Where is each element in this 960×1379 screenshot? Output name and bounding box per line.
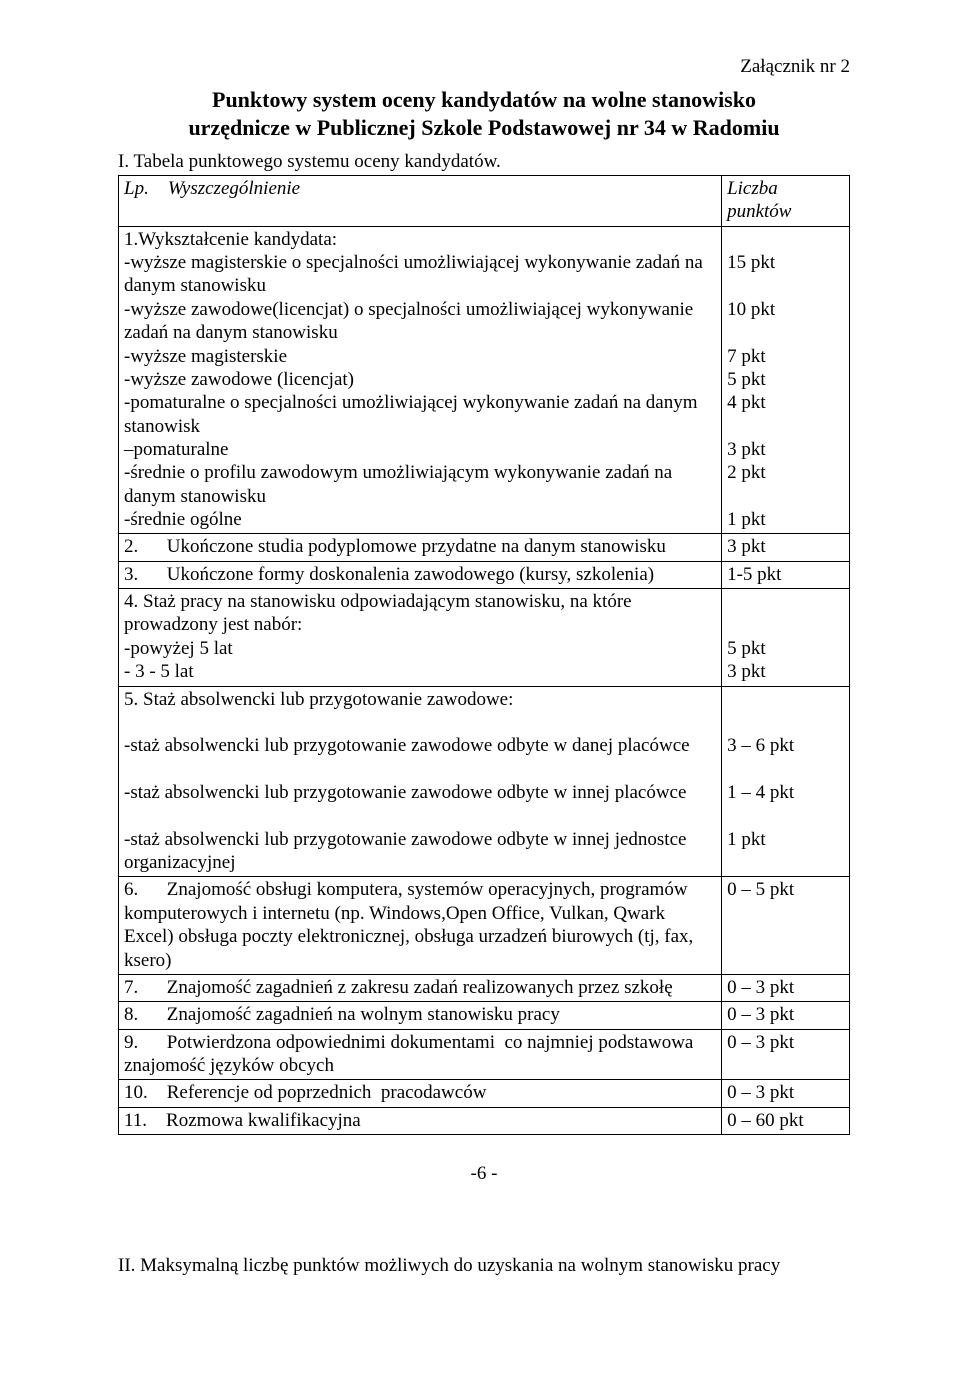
row4-pts-a: 5 pkt bbox=[727, 637, 844, 660]
document-page: Załącznik nr 2 Punktowy system oceny kan… bbox=[0, 0, 960, 1317]
section-i-header: I. Tabela punktowego systemu oceny kandy… bbox=[118, 151, 850, 173]
points-table: Lp. Wyszczególnienie Liczba punktów 1.Wy… bbox=[118, 175, 850, 1135]
table-row: 3. Ukończone formy doskonalenia zawodowe… bbox=[119, 561, 850, 588]
row4-item-b: - 3 - 5 lat bbox=[124, 660, 716, 683]
row3-points: 1-5 pkt bbox=[722, 561, 850, 588]
row1-item-g: -średnie o profilu zawodowym umożliwiają… bbox=[124, 461, 716, 508]
row8-desc: 8. Znajomość zagadnień na wolnym stanowi… bbox=[119, 1002, 722, 1029]
row5-item-b: -staż absolwencki lub przygotowanie zawo… bbox=[124, 781, 716, 804]
row5-pts-c: 1 pkt bbox=[727, 828, 844, 851]
row4-item-a: -powyżej 5 lat bbox=[124, 637, 716, 660]
row9-points: 0 – 3 pkt bbox=[722, 1029, 850, 1080]
header-points-line2: punktów bbox=[727, 200, 844, 223]
table-row: 6. Znajomość obsługi komputera, systemów… bbox=[119, 877, 850, 974]
row1-desc: 1.Wykształcenie kandydata: -wyższe magis… bbox=[119, 226, 722, 534]
row1-pts-b: 10 pkt bbox=[727, 298, 844, 321]
row4-desc: 4. Staż pracy na stanowisku odpowiadając… bbox=[119, 589, 722, 686]
row1-pts-g: 2 pkt bbox=[727, 461, 844, 484]
row1-item-f: –pomaturalne bbox=[124, 438, 716, 461]
row5-title: 5. Staż absolwencki lub przygotowanie za… bbox=[124, 688, 716, 711]
document-title: Punktowy system oceny kandydatów na woln… bbox=[118, 86, 850, 141]
table-row: 2. Ukończone studia podyplomowe przydatn… bbox=[119, 534, 850, 561]
row5-pts-b: 1 – 4 pkt bbox=[727, 781, 844, 804]
row10-points: 0 – 3 pkt bbox=[722, 1080, 850, 1107]
row4-pts-b: 3 pkt bbox=[727, 660, 844, 683]
row1-points: 15 pkt 10 pkt 7 pkt 5 pkt 4 pkt 3 pkt 2 … bbox=[722, 226, 850, 534]
row1-pts-h: 1 pkt bbox=[727, 508, 844, 531]
row2-points: 3 pkt bbox=[722, 534, 850, 561]
row11-points: 0 – 60 pkt bbox=[722, 1107, 850, 1134]
row1-pts-f: 3 pkt bbox=[727, 438, 844, 461]
row5-pts-a: 3 – 6 pkt bbox=[727, 734, 844, 757]
attachment-label: Załącznik nr 2 bbox=[118, 56, 850, 78]
table-row: 8. Znajomość zagadnień na wolnym stanowi… bbox=[119, 1002, 850, 1029]
table-row: 1.Wykształcenie kandydata: -wyższe magis… bbox=[119, 226, 850, 534]
row6-points: 0 – 5 pkt bbox=[722, 877, 850, 974]
row1-item-c: -wyższe magisterskie bbox=[124, 345, 716, 368]
row9-desc: 9. Potwierdzona odpowiednimi dokumentami… bbox=[119, 1029, 722, 1080]
title-line-1: Punktowy system oceny kandydatów na woln… bbox=[212, 87, 756, 112]
row10-desc: 10. Referencje od poprzednich pracodawcó… bbox=[119, 1080, 722, 1107]
row1-pts-d: 5 pkt bbox=[727, 368, 844, 391]
table-row: 4. Staż pracy na stanowisku odpowiadając… bbox=[119, 589, 850, 686]
row11-desc: 11. Rozmowa kwalifikacyjna bbox=[119, 1107, 722, 1134]
row1-pts-e: 4 pkt bbox=[727, 391, 844, 414]
row3-desc: 3. Ukończone formy doskonalenia zawodowe… bbox=[119, 561, 722, 588]
header-lp-wyszczegolnienie: Lp. Wyszczególnienie bbox=[119, 176, 722, 227]
row4-points: 5 pkt 3 pkt bbox=[722, 589, 850, 686]
row1-item-b: -wyższe zawodowe(licencjat) o specjalnoś… bbox=[124, 298, 716, 345]
row6-desc: 6. Znajomość obsługi komputera, systemów… bbox=[119, 877, 722, 974]
table-row: 10. Referencje od poprzednich pracodawcó… bbox=[119, 1080, 850, 1107]
row1-item-a: -wyższe magisterskie o specjalności umoż… bbox=[124, 251, 716, 298]
table-row: 9. Potwierdzona odpowiednimi dokumentami… bbox=[119, 1029, 850, 1080]
row2-desc: 2. Ukończone studia podyplomowe przydatn… bbox=[119, 534, 722, 561]
row8-points: 0 – 3 pkt bbox=[722, 1002, 850, 1029]
row1-title: 1.Wykształcenie kandydata: bbox=[124, 228, 716, 251]
row1-item-d: -wyższe zawodowe (licencjat) bbox=[124, 368, 716, 391]
row7-points: 0 – 3 pkt bbox=[722, 974, 850, 1001]
row5-points: 3 – 6 pkt 1 – 4 pkt 1 pkt bbox=[722, 686, 850, 877]
header-liczba-punktow: Liczba punktów bbox=[722, 176, 850, 227]
row1-item-e: -pomaturalne o specjalności umożliwiając… bbox=[124, 391, 716, 438]
header-points-line1: Liczba bbox=[727, 177, 844, 200]
table-row: 5. Staż absolwencki lub przygotowanie za… bbox=[119, 686, 850, 877]
row1-pts-a: 15 pkt bbox=[727, 251, 844, 274]
row1-pts-c: 7 pkt bbox=[727, 345, 844, 368]
row4-title: 4. Staż pracy na stanowisku odpowiadając… bbox=[124, 590, 716, 637]
page-number: -6 - bbox=[118, 1163, 850, 1185]
row5-item-c: -staż absolwencki lub przygotowanie zawo… bbox=[124, 828, 716, 875]
table-row: 11. Rozmowa kwalifikacyjna 0 – 60 pkt bbox=[119, 1107, 850, 1134]
row1-item-h: -średnie ogólne bbox=[124, 508, 716, 531]
row6-pts: 0 – 5 pkt bbox=[727, 878, 844, 901]
section-ii-header: II. Maksymalną liczbę punktów możliwych … bbox=[118, 1255, 850, 1277]
table-row: 7. Znajomość zagadnień z zakresu zadań r… bbox=[119, 974, 850, 1001]
row5-desc: 5. Staż absolwencki lub przygotowanie za… bbox=[119, 686, 722, 877]
row7-desc: 7. Znajomość zagadnień z zakresu zadań r… bbox=[119, 974, 722, 1001]
row5-item-a: -staż absolwencki lub przygotowanie zawo… bbox=[124, 734, 716, 757]
title-line-2: urzędnicze w Publicznej Szkole Podstawow… bbox=[188, 115, 779, 140]
table-header-row: Lp. Wyszczególnienie Liczba punktów bbox=[119, 176, 850, 227]
